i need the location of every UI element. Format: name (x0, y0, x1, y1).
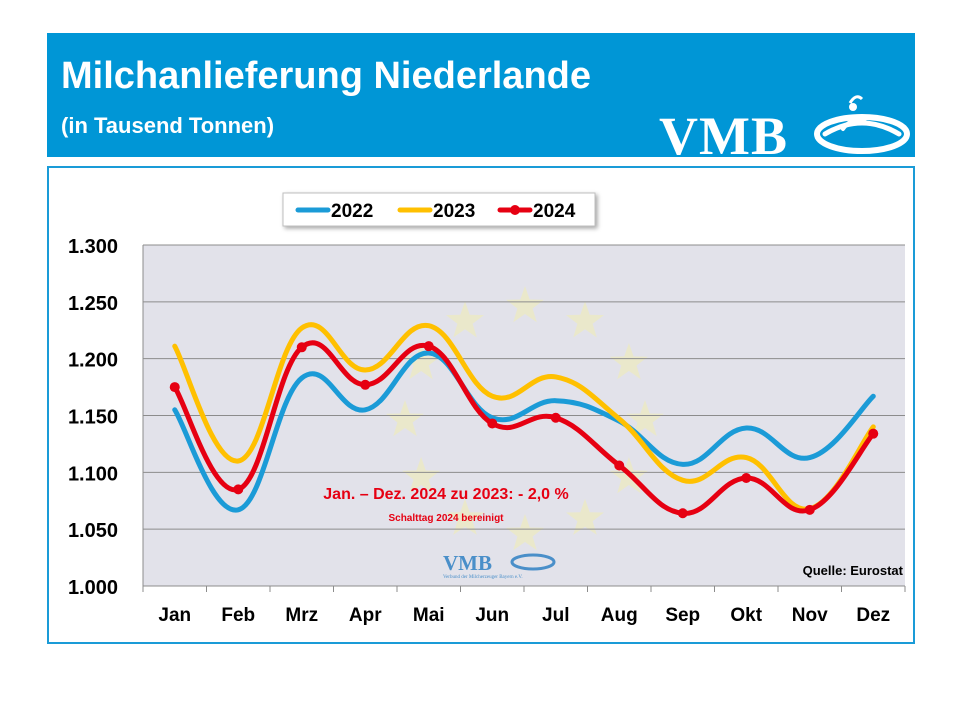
x-tick-label: Dez (856, 605, 890, 626)
y-tick-label: 1.250 (68, 293, 118, 315)
data-point-2024 (741, 473, 752, 484)
watermark-swoosh-icon (510, 553, 556, 571)
eu-star-icon (626, 400, 664, 437)
watermark-logo: VMB Verbund der Milcherzeuger Bayern e.V… (443, 551, 556, 580)
annotation-note: Schalttag 2024 bereinigt (388, 513, 504, 524)
annotation-main: Jan. – Dez. 2024 zu 2023: - 2,0 % (323, 486, 568, 503)
page-subtitle: (in Tausend Tonnen) (61, 113, 275, 138)
data-point-2024 (423, 341, 434, 352)
x-tick-label: Jan (158, 605, 191, 626)
x-tick-label: Aug (601, 605, 638, 626)
legend-label-2022: 2022 (331, 201, 373, 222)
data-point-2024 (233, 484, 244, 495)
series-line-2022 (172, 350, 876, 513)
y-tick-label: 1.000 (68, 577, 118, 599)
eu-star-icon (446, 301, 484, 338)
watermark-caption: Verbund der Milcherzeuger Bayern e.V. (443, 575, 523, 580)
eu-stars-decoration (386, 286, 664, 551)
legend-label-2023: 2023 (433, 201, 475, 222)
y-tick-label: 1.200 (68, 350, 118, 372)
data-point-2024 (677, 508, 688, 519)
eu-star-icon (566, 301, 604, 338)
y-tick-label: 1.300 (68, 236, 118, 258)
data-point-2024 (487, 418, 498, 429)
data-point-2024 (804, 504, 815, 515)
data-point-2024 (550, 412, 561, 423)
legend-box (282, 192, 596, 227)
page-title: Milchanlieferung Niederlande (61, 55, 591, 97)
x-tick-label: Apr (349, 605, 382, 626)
data-point-2024 (868, 428, 879, 439)
vmb-logo-text: VMB (659, 106, 788, 166)
x-tick-label: Mai (413, 605, 445, 626)
data-point-2024 (296, 342, 307, 353)
eu-star-icon (402, 457, 441, 494)
eu-star-icon (609, 343, 648, 380)
eu-star-icon (566, 498, 604, 535)
data-point-2024 (169, 382, 180, 393)
x-tick-label: Okt (730, 605, 762, 626)
eu-star-icon (506, 286, 544, 323)
x-tick-label: Jul (542, 605, 569, 626)
x-tick-label: Nov (792, 605, 828, 626)
watermark-logo-text: VMB (443, 551, 492, 575)
y-tick-label: 1.150 (68, 407, 118, 429)
x-tick-label: Feb (221, 605, 255, 626)
x-tick-label: Jun (475, 605, 509, 626)
data-point-2024 (360, 379, 371, 390)
y-tick-label: 1.050 (68, 520, 118, 542)
eu-star-icon (402, 343, 441, 380)
eu-star-icon (386, 400, 424, 437)
x-tick-label: Mrz (285, 605, 318, 626)
series-line-2023 (172, 322, 876, 512)
eu-star-icon (506, 514, 544, 551)
source-label: Quelle: Eurostat (803, 563, 904, 578)
x-tick-label: Sep (665, 605, 700, 626)
legend-label-2024: 2024 (533, 201, 576, 222)
eu-star-icon (446, 498, 484, 535)
data-point-2024 (614, 460, 625, 471)
y-tick-label: 1.100 (68, 463, 118, 485)
legend-marker-2024 (510, 205, 520, 215)
